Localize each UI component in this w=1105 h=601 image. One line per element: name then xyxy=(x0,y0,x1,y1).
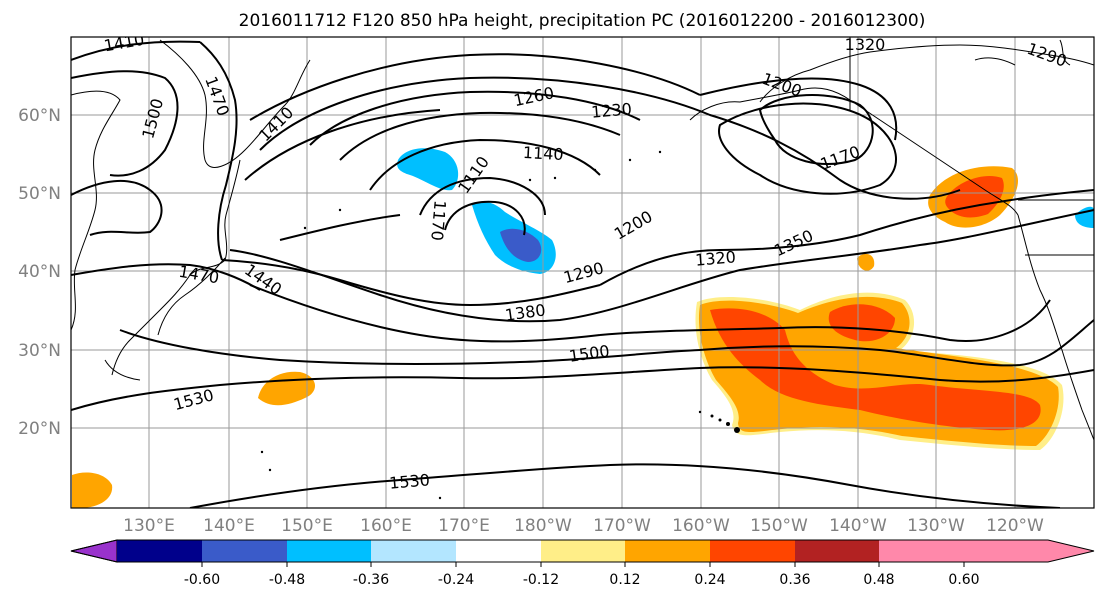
lon-label: 130°E xyxy=(123,516,175,536)
lon-label: 180°W xyxy=(514,516,572,536)
colorbar-tick-label: 0.36 xyxy=(779,572,810,588)
colorbar-bin xyxy=(202,540,287,562)
lat-label: 40°N xyxy=(18,262,61,282)
lon-label: 170°W xyxy=(593,516,651,536)
colorbar-tick-label: -0.48 xyxy=(269,572,305,588)
lat-label: 50°N xyxy=(18,184,61,204)
colorbar: -0.60 -0.48 -0.36 -0.24 -0.12 0.12 0.24 … xyxy=(70,539,1095,588)
colorbar-bin xyxy=(879,540,964,562)
colorbar-bin xyxy=(795,540,879,562)
contour-label: 1530 xyxy=(388,470,430,492)
contour-label: 1320 xyxy=(845,35,886,54)
coastlines xyxy=(71,37,1094,441)
lat-label: 60°N xyxy=(18,106,61,126)
lon-label: 160°W xyxy=(672,516,730,536)
lon-label: 140°E xyxy=(203,516,255,536)
colorbar-tick-label: 0.60 xyxy=(948,572,979,588)
colorbar-tick-label: 0.24 xyxy=(694,572,725,588)
contour-label: 1170 xyxy=(427,199,449,241)
lon-label: 130°W xyxy=(907,516,965,536)
colorbar-bin xyxy=(541,540,625,562)
colorbar-bin xyxy=(371,540,456,562)
lon-label: 150°E xyxy=(281,516,333,536)
colorbar-tick-label: -0.24 xyxy=(438,572,474,588)
colorbar-tick-label: -0.12 xyxy=(523,572,559,588)
colorbar-extend-min xyxy=(70,539,118,563)
lon-label: 150°W xyxy=(750,516,808,536)
height-contours xyxy=(71,40,1094,508)
lat-label: 30°N xyxy=(18,341,61,361)
colorbar-tick-label: 0.48 xyxy=(863,572,894,588)
contour-label: 1230 xyxy=(590,99,632,121)
colorbar-bin xyxy=(710,540,795,562)
colorbar-tick-labels: -0.60 -0.48 -0.36 -0.24 -0.12 0.12 0.24 … xyxy=(184,572,980,588)
lon-label: 170°E xyxy=(438,516,490,536)
lon-label: 140°W xyxy=(829,516,887,536)
precip-positive-west-coast xyxy=(928,166,1019,228)
colorbar-ticks xyxy=(201,562,965,567)
contour-label: 1320 xyxy=(694,247,736,269)
lon-label: 160°E xyxy=(360,516,412,536)
map-area: 1410 1470 1500 1410 1260 1230 1320 1200 … xyxy=(71,35,1094,508)
colorbar-tick-label: -0.36 xyxy=(353,572,389,588)
figure-title: 2016011712 F120 850 hPa height, precipit… xyxy=(239,11,926,31)
colorbar-tick-label: -0.60 xyxy=(184,572,220,588)
colorbar-bin xyxy=(287,540,371,562)
contour-label: 1140 xyxy=(522,143,564,164)
latitude-labels: 60°N 50°N 40°N 30°N 20°N xyxy=(18,106,61,439)
colorbar-bin xyxy=(456,540,541,562)
precip-positive-pacific xyxy=(695,253,1064,450)
lat-label: 20°N xyxy=(18,419,61,439)
map-gridlines xyxy=(71,37,1094,508)
colorbar-bin xyxy=(117,540,202,562)
colorbar-bin xyxy=(625,540,710,562)
colorbar-tick-label: 0.12 xyxy=(609,572,640,588)
longitude-labels: 130°E 140°E 150°E 160°E 170°E 180°W 170°… xyxy=(123,516,1044,536)
lon-label: 120°W xyxy=(986,516,1044,536)
map-frame xyxy=(70,36,1095,509)
